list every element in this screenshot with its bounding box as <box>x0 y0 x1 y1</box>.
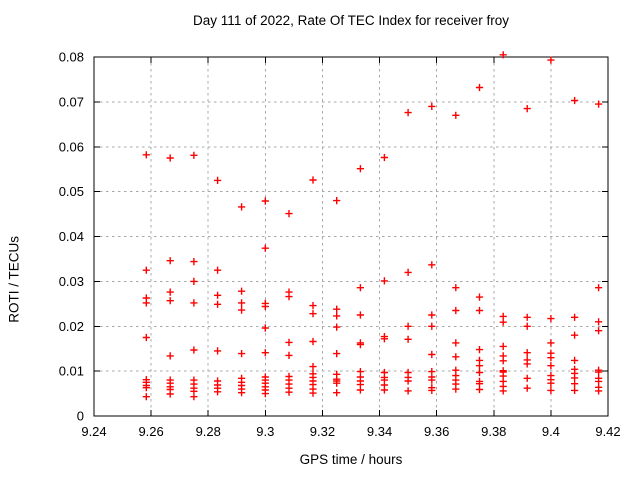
x-tick-label: 9.38 <box>481 424 506 439</box>
x-tick-label: 9.34 <box>367 424 392 439</box>
y-tick-label: 0.02 <box>59 319 84 334</box>
y-tick-label: 0.04 <box>59 229 84 244</box>
x-tick-label: 9.26 <box>138 424 163 439</box>
y-tick-label: 0.06 <box>59 139 84 154</box>
x-tick-label: 9.3 <box>256 424 274 439</box>
scatter-points <box>142 51 603 401</box>
y-tick-label: 0.05 <box>59 184 84 199</box>
y-tick-label: 0.08 <box>59 50 84 65</box>
x-tick-label: 9.4 <box>542 424 560 439</box>
x-tick-label: 9.42 <box>595 424 620 439</box>
y-tick-label: 0.01 <box>59 364 84 379</box>
y-tick-label: 0.07 <box>59 94 84 109</box>
x-tick-label: 9.32 <box>310 424 335 439</box>
chart-title: Day 111 of 2022, Rate Of TEC Index for r… <box>193 13 509 28</box>
y-tick-label: 0.03 <box>59 274 84 289</box>
x-axis-label: GPS time / hours <box>299 452 403 467</box>
y-tick-label: 0 <box>77 409 84 424</box>
x-tick-label: 9.28 <box>196 424 221 439</box>
x-tick-label: 9.24 <box>81 424 106 439</box>
x-tick-label: 9.36 <box>424 424 449 439</box>
